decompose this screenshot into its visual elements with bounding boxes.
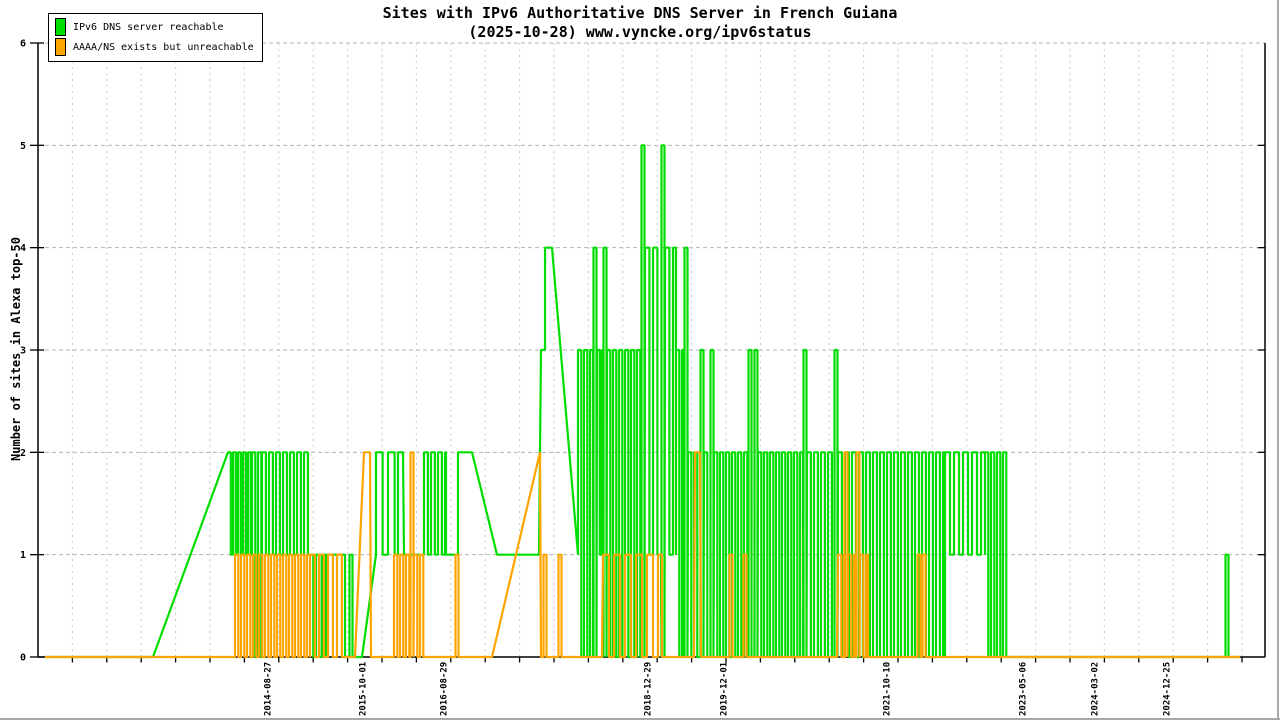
svg-text:2024-03-02: 2024-03-02 [1091,662,1101,716]
legend-label-reachable: IPv6 DNS server reachable [73,21,224,33]
svg-text:2018-12-29: 2018-12-29 [644,662,654,716]
svg-text:4: 4 [20,243,26,254]
legend-swatch-orange-icon [55,38,66,56]
svg-text:2019-12-01: 2019-12-01 [720,662,730,716]
svg-text:1: 1 [20,550,26,561]
window-bottom-border [0,718,1280,720]
svg-text:2016-08-29: 2016-08-29 [440,662,450,716]
chart-subtitle: (2025-10-28) www.vyncke.org/ipv6status [468,23,812,41]
legend-label-unreachable: AAAA/NS exists but unreachable [73,41,254,53]
svg-text:2: 2 [20,448,26,459]
svg-text:2015-10-01: 2015-10-01 [359,662,369,716]
legend-swatch-green-icon [55,18,66,36]
legend-item-unreachable: AAAA/NS exists but unreachable [55,37,254,57]
svg-text:2021-10-10: 2021-10-10 [883,662,893,716]
title-block: Sites with IPv6 Authoritative DNS Server… [0,4,1280,42]
svg-text:2014-08-27: 2014-08-27 [264,662,274,716]
svg-text:2023-05-06: 2023-05-06 [1019,662,1029,716]
legend-item-reachable: IPv6 DNS server reachable [55,17,254,37]
y-axis-label: Number of sites in Alexa top-50 [9,237,23,461]
window-right-border [1277,0,1279,720]
svg-text:0: 0 [20,653,26,664]
svg-text:2024-12-25: 2024-12-25 [1163,662,1173,716]
chart-title: Sites with IPv6 Authoritative DNS Server… [382,4,898,22]
svg-text:3: 3 [20,346,26,357]
svg-text:6: 6 [20,39,26,50]
legend: IPv6 DNS server reachable AAAA/NS exists… [48,13,263,62]
svg-text:5: 5 [20,141,26,152]
